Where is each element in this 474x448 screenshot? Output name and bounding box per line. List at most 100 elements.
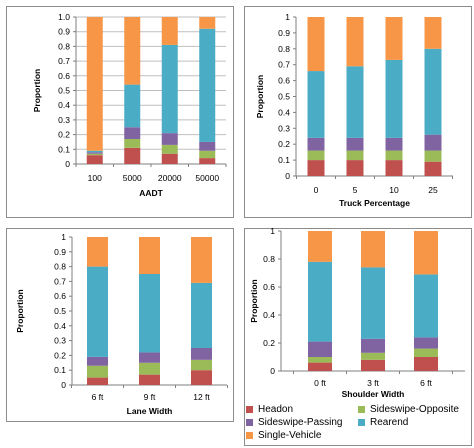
chart1-bar-100-single-vehicle [86, 17, 103, 151]
chart2-bar-10-headon [385, 160, 403, 176]
chart1-ytick-label-4: 0.4 [58, 100, 70, 110]
chart1-xtick-label-50000: 50000 [195, 173, 219, 183]
chart4-bar-3-ft-rearend [361, 267, 385, 339]
chart2-bar-5-rearend [346, 66, 364, 138]
chart4-bar-0-ft-rearend [308, 261, 332, 342]
chart3-xtick-label-9-ft: 9 ft [144, 392, 156, 402]
legend-swatch-sideswipe-passing [246, 419, 253, 426]
chart2-bar-25-sideswipe-opposite [424, 150, 442, 162]
chart2-ytick-label-3: 0.3 [278, 123, 290, 133]
chart2-bar-25-rearend [424, 48, 442, 135]
chart4-bar-3-ft-headon [361, 359, 385, 371]
chart4-y-axis-title: Proportion [249, 279, 259, 322]
chart1-bar-100-headon [86, 155, 103, 164]
chart2-bar-10-sideswipe-opposite [385, 150, 403, 161]
chart2-xtick-label-10: 10 [389, 185, 399, 195]
legend-swatch-sideswipe-opposite [358, 406, 365, 413]
chart4-bar-0-ft-headon [308, 362, 332, 371]
chart3-bar-6-ft-sideswipe-passing [87, 356, 108, 366]
chart1-bar-100-rearend [86, 150, 103, 153]
chart2-bar-5-sideswipe-passing [346, 137, 364, 151]
chart2-bar-25-single-vehicle [424, 17, 442, 49]
chart1-ytick-label-3: 0.3 [58, 115, 70, 125]
chart3-ytick-label-9: 0.9 [54, 247, 66, 257]
chart3-bar-6-ft-rearend [87, 266, 108, 357]
chart2-ytick-label-0: 0 [285, 171, 290, 181]
chart2-xtick-label-0: 0 [314, 185, 319, 195]
chart1-bar-20000-headon [161, 153, 178, 164]
chart4-bar-3-ft-sideswipe-opposite [361, 352, 385, 360]
chart2-bar-25-sideswipe-passing [424, 134, 442, 151]
chart2-xtick-label-5: 5 [353, 185, 358, 195]
chart1-ytick-label-1: 0.1 [58, 144, 70, 154]
chart1-ytick-label-7: 0.7 [58, 56, 70, 66]
chart1-bar-5000-sideswipe-opposite [124, 139, 141, 148]
legend-label-sideswipe-passing: Sideswipe-Passing [258, 417, 343, 428]
chart1-bar-50000-headon [199, 158, 216, 164]
chart4-xtick-label-6-ft: 6 ft [420, 378, 432, 388]
chart1-xtick-label-20000: 20000 [158, 173, 182, 183]
chart3-bar-12-ft-rearend [191, 282, 212, 348]
chart2-bar-5-single-vehicle [346, 17, 364, 67]
chart2-bar-25-headon [424, 161, 442, 176]
chart4-bar-6-ft-rearend [414, 274, 438, 338]
chart4-ytick-label-2: 0.4 [263, 310, 275, 320]
chart3-ytick-label-3: 0.3 [54, 336, 66, 346]
chart4-bar-3-ft-single-vehicle [361, 231, 385, 268]
chart1-ytick-label-8: 0.8 [58, 41, 70, 51]
chart1-bar-50000-rearend [199, 28, 216, 142]
chart3-bar-12-ft-sideswipe-opposite [191, 359, 212, 371]
chart3-bar-12-ft-single-vehicle [191, 237, 212, 283]
chart2-bar-10-sideswipe-passing [385, 137, 403, 151]
chart1-xtick-label-100: 100 [88, 173, 102, 183]
chart1-bar-50000-sideswipe-passing [199, 141, 216, 151]
chart1-bar-5000-single-vehicle [124, 17, 141, 85]
chart1-bar-100-sideswipe-opposite [86, 153, 103, 156]
chart3-ytick-label-8: 0.8 [54, 262, 66, 272]
chart3-xtick-label-6-ft: 6 ft [92, 392, 104, 402]
chart3-bar-9-ft-rearend [139, 274, 160, 353]
chart1-x-axis-title: AADT [139, 188, 163, 198]
chart-legend: Headon Sideswipe-Opposite Sideswipe-Pass… [244, 402, 472, 446]
chart2-ytick-label-7: 0.7 [278, 60, 290, 70]
legend-label-headon: Headon [258, 404, 294, 415]
chart3-bar-9-ft-sideswipe-opposite [139, 362, 160, 375]
chart2-ytick-label-2: 0.2 [278, 139, 290, 149]
chart1-bar-100-sideswipe-passing [86, 152, 103, 154]
chart1-ytick-label-5: 0.5 [58, 86, 70, 96]
chart4-bar-6-ft-headon [414, 357, 438, 371]
chart1-bar-20000-sideswipe-opposite [161, 144, 178, 154]
chart4-bar-6-ft-sideswipe-passing [414, 337, 438, 349]
chart1-ytick-label-0: 0 [65, 159, 70, 169]
chart4-x-axis-title: Shoulder Width [342, 389, 405, 399]
chart3-bar-9-ft-headon [139, 374, 160, 385]
chart4-bar-0-ft-sideswipe-opposite [308, 357, 332, 363]
chart4-bar-3-ft-sideswipe-passing [361, 338, 385, 353]
chart3-xtick-label-12-ft: 12 ft [193, 392, 210, 402]
chart4-bar-6-ft-single-vehicle [414, 231, 438, 275]
chart4-ytick-label-0: 0 [270, 366, 275, 376]
chart1-bar-50000-single-vehicle [199, 17, 216, 29]
chart4-ytick-label-5: 1 [270, 226, 275, 236]
chart2-ytick-label-4: 0.4 [278, 107, 290, 117]
chart2-bar-0-single-vehicle [307, 17, 325, 72]
chart1-bar-20000-sideswipe-passing [161, 133, 178, 145]
chart3-x-axis-title: Lane Width [127, 406, 173, 416]
chart3-ytick-label-1: 0.1 [54, 365, 66, 375]
chart4-bar-6-ft-sideswipe-opposite [414, 348, 438, 357]
chart1-xtick-label-5000: 5000 [123, 173, 142, 183]
chart3-bar-6-ft-headon [87, 377, 108, 385]
chart1-bar-20000-single-vehicle [161, 17, 178, 45]
chart4-bar-0-ft-sideswipe-passing [308, 341, 332, 357]
chart2-bar-5-sideswipe-opposite [346, 150, 364, 161]
chart2-ytick-label-6: 0.6 [278, 76, 290, 86]
chart3-y-axis-title: Proportion [15, 289, 25, 332]
chart1-bar-5000-rearend [124, 84, 141, 128]
chart3-ytick-label-5: 0.5 [54, 306, 66, 316]
chart4-ytick-label-1: 0.2 [263, 338, 275, 348]
chart2-xtick-label-25: 25 [428, 185, 438, 195]
chart3-ytick-label-6: 0.6 [54, 291, 66, 301]
chart3-bar-9-ft-single-vehicle [139, 237, 160, 274]
chart2-ytick-label-1: 0.1 [278, 155, 290, 165]
